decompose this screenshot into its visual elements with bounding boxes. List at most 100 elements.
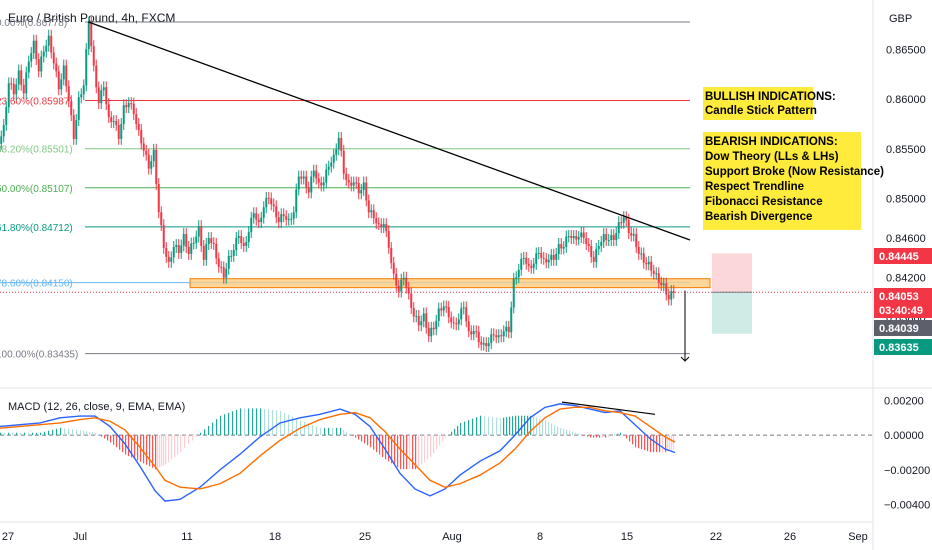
candle-body: [625, 217, 628, 221]
candle-body: [500, 335, 503, 337]
time-tick-label: 8: [537, 531, 543, 543]
candle-body: [215, 243, 218, 259]
macd-histogram-bar: [48, 430, 50, 436]
macd-histogram-bar: [168, 435, 170, 462]
candle-body: [440, 308, 443, 311]
candle-body: [102, 87, 105, 91]
candle-body: [132, 103, 135, 115]
macd-histogram-bar: [208, 425, 210, 436]
macd-histogram-bar: [260, 408, 262, 436]
macd-histogram-bar: [492, 417, 494, 436]
candle-body: [232, 249, 235, 256]
candle-body: [145, 150, 148, 155]
price-tick-label: 0.84200: [886, 273, 926, 285]
candle-body: [65, 65, 68, 87]
macd-histogram-bar: [240, 408, 242, 436]
bearish-note-box: [703, 132, 861, 230]
candle-body: [242, 243, 245, 246]
candle-body: [347, 180, 350, 183]
candle-body: [310, 176, 313, 193]
candle-body: [165, 247, 168, 257]
macd-histogram-bar: [60, 427, 62, 436]
price-tag-label: 0.84053: [879, 291, 919, 303]
macd-histogram-bar: [28, 432, 30, 436]
price-tag: [874, 339, 932, 355]
candle-body: [212, 243, 215, 244]
candle-body: [335, 149, 338, 155]
macd-histogram-bar: [484, 416, 486, 436]
candle-body: [457, 319, 460, 325]
take-profit-zone: [712, 292, 752, 334]
candle-body: [277, 217, 280, 223]
candle-body: [512, 278, 515, 308]
candle-body: [32, 40, 35, 54]
divergence-line: [561, 401, 656, 415]
candle-body: [210, 238, 213, 243]
candle-body: [272, 204, 275, 207]
candle-body: [42, 51, 45, 57]
price-tick-label: 0.84600: [886, 233, 926, 245]
candle-body: [465, 307, 468, 322]
candle-body: [627, 220, 630, 234]
candle-body: [72, 115, 75, 139]
candle-body: [635, 234, 638, 247]
candle-body: [125, 105, 128, 108]
candle-body: [617, 222, 620, 234]
candle-body: [557, 243, 560, 254]
candle-body: [447, 306, 450, 318]
macd-histogram-bar: [228, 412, 230, 436]
candle-body: [75, 120, 78, 139]
candle-body: [117, 124, 120, 139]
candle-body: [105, 87, 108, 105]
candle-body: [262, 207, 265, 218]
macd-histogram-bar: [430, 435, 432, 458]
candle-body: [305, 176, 308, 188]
macd-histogram-bar: [134, 435, 136, 459]
macd-histogram-bar: [518, 415, 520, 436]
candle-body: [495, 335, 498, 338]
down-arrow-icon: [680, 356, 690, 362]
macd-histogram-bar: [427, 435, 429, 460]
candle-body: [637, 246, 640, 254]
candle-body: [525, 257, 528, 264]
macd-histogram-bar: [530, 415, 532, 436]
candle-body: [485, 343, 488, 347]
macd-histogram-bar: [569, 430, 571, 436]
price-tick-label: 0.85000: [886, 193, 926, 205]
macd-line: [0, 403, 676, 502]
time-tick-label: 15: [621, 531, 633, 543]
candle-body: [87, 22, 90, 50]
candle-body: [317, 178, 320, 183]
candle-body: [655, 273, 658, 275]
candle-body: [330, 162, 333, 167]
candle-body: [245, 242, 248, 246]
candle-body: [515, 277, 518, 279]
candle-body: [565, 236, 568, 247]
macd-histogram-bar: [52, 429, 54, 436]
macd-histogram-bar: [480, 415, 482, 436]
candle-body: [672, 291, 675, 293]
macd-histogram-bar: [448, 434, 450, 436]
time-tick-label: 18: [269, 531, 281, 543]
macd-histogram-bar: [165, 435, 167, 465]
candle-body: [417, 315, 420, 326]
candle-body: [415, 315, 418, 317]
macd-histogram-bar: [180, 435, 182, 453]
macd-histogram-bar: [418, 435, 420, 467]
macd-histogram-bar: [602, 435, 604, 438]
candle-body: [327, 166, 330, 170]
candle-body: [630, 233, 633, 236]
candle-body: [22, 84, 25, 94]
macd-histogram-bar: [32, 432, 34, 436]
candle-body: [322, 182, 325, 186]
macd-histogram-bar: [0, 432, 2, 436]
macd-histogram-bar: [122, 435, 124, 453]
macd-histogram-bar: [496, 417, 498, 436]
candle-body: [610, 235, 613, 241]
bearish-note-line: Bearish Divergence: [705, 211, 812, 223]
trendline: [87, 21, 691, 241]
macd-histogram-bar: [464, 421, 466, 436]
bearish-note-line: Respect Trendline: [705, 181, 804, 193]
candle-body: [427, 327, 430, 337]
macd-histogram-bar: [524, 415, 526, 436]
